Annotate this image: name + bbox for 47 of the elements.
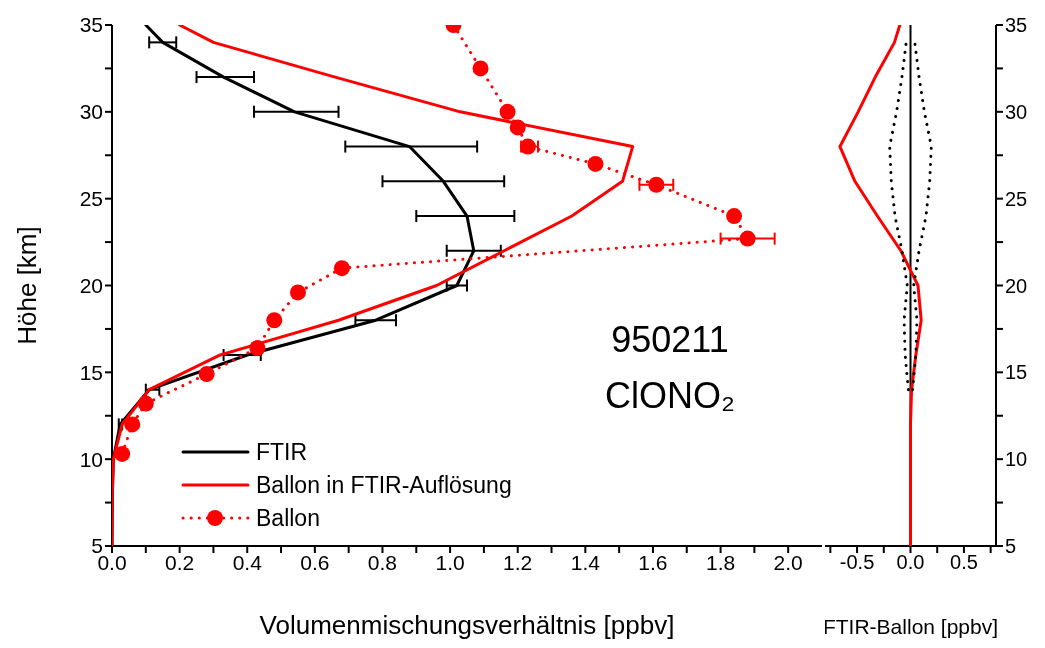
y-tick-label: 5 xyxy=(1005,535,1017,558)
y-tick-label: 10 xyxy=(79,447,103,471)
point xyxy=(499,103,516,120)
x-tick-label: 2.0 xyxy=(773,550,803,574)
point xyxy=(472,60,489,77)
point xyxy=(266,312,283,329)
point xyxy=(509,119,526,136)
point xyxy=(137,395,154,412)
legend-label: Ballon in FTIR-Auflösung xyxy=(256,472,512,498)
y-tick-label: 15 xyxy=(1005,361,1028,384)
point xyxy=(333,260,350,277)
y-tick-label: 35 xyxy=(1005,14,1028,37)
x-tick-label: 0.8 xyxy=(367,550,398,574)
point xyxy=(289,284,306,301)
x-tick-label: 0.5 xyxy=(950,551,978,574)
x-tick-label: 0.0 xyxy=(896,551,925,574)
y-tick-label: 30 xyxy=(79,100,103,124)
x-tick-label: 1.6 xyxy=(638,550,668,574)
annotation-text: 950211 ClONO₂ xyxy=(560,310,780,430)
x-tick-label: 1.0 xyxy=(435,550,465,574)
y-tick-label: 30 xyxy=(1005,100,1028,123)
point xyxy=(726,208,743,225)
point xyxy=(587,155,604,172)
y-tick-label: 25 xyxy=(1005,187,1028,210)
point xyxy=(249,340,266,357)
x-axis-title: FTIR-Ballon [ppbv] xyxy=(822,615,999,638)
point xyxy=(648,176,665,193)
y-tick-label: 20 xyxy=(79,273,103,297)
x-tick-label: 0.6 xyxy=(300,550,330,574)
legend-label: Ballon xyxy=(256,505,320,531)
x-tick-label: 1.2 xyxy=(503,550,533,574)
point xyxy=(198,366,215,383)
point xyxy=(739,230,756,247)
y-tick-label: 15 xyxy=(79,360,103,384)
y-tick-label: 10 xyxy=(1005,448,1028,471)
point xyxy=(114,445,131,462)
x-tick-label: 0.4 xyxy=(232,550,263,574)
y-tick-label: 20 xyxy=(1005,274,1028,297)
y-tick-label: 35 xyxy=(79,13,103,37)
x-axis-title: Volumenmischungsverhältnis [ppbv] xyxy=(259,610,675,640)
x-tick-label: 0.2 xyxy=(165,550,195,574)
y-axis-title: Höhe [km] xyxy=(12,226,42,345)
x-tick-label: 1.4 xyxy=(570,550,601,574)
y-tick-label: 25 xyxy=(79,187,103,211)
x-tick-label: 1.8 xyxy=(705,550,736,574)
x-tick-label: -0.5 xyxy=(839,551,875,574)
legend-label: FTIR xyxy=(256,439,308,465)
